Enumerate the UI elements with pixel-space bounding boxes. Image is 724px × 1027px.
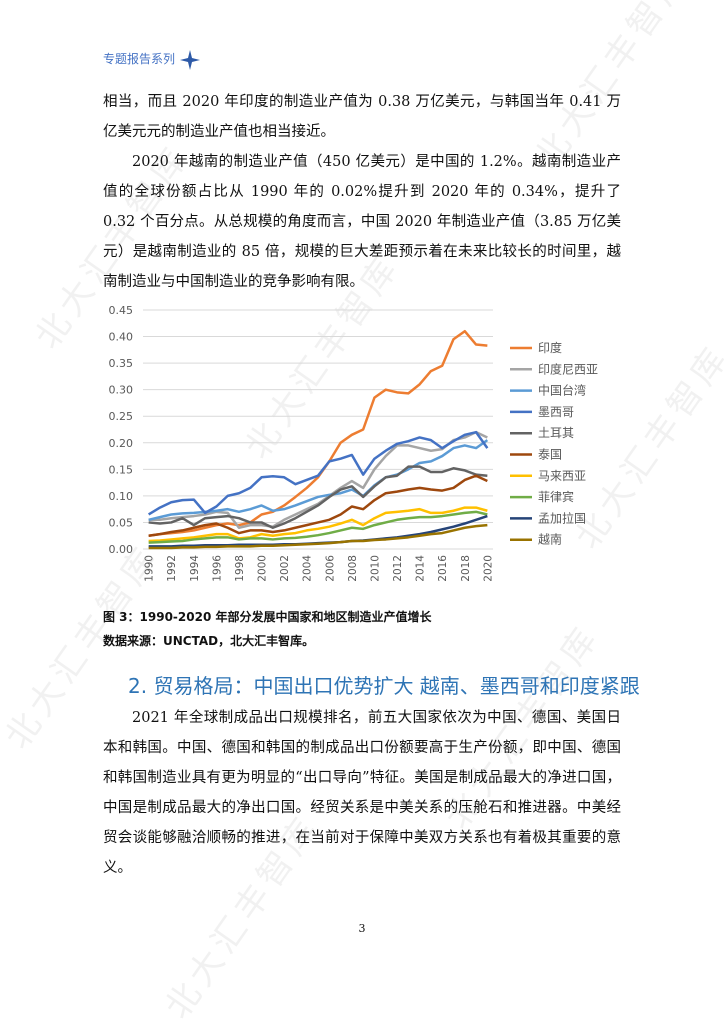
legend-label: 马来西亚 [538,469,586,483]
section-heading: 2. 贸易格局：中国出口优势扩大 越南、墨西哥和印度紧跟 [128,674,640,698]
x-tick-label: 2016 [437,555,449,582]
y-tick-label: 0.00 [109,543,134,556]
x-tick-label: 2020 [482,555,494,582]
legend-label: 印度尼西亚 [538,361,598,376]
figure-caption: 图 3：1990-2020 年部分发展中国家和地区制造业产值增长 [103,610,432,624]
chart: 0.00 0.05 0.10 0.15 0.20 0.25 0.30 0.35 0.40 0.45… [109,304,599,582]
legend-label: 土耳其 [538,426,574,440]
page-number: 3 [358,922,366,935]
legend-label: 印度 [538,340,562,355]
x-tick-label: 1990 [144,555,156,582]
y-tick-label: 0.20 [109,437,134,450]
legend-label: 墨西哥 [538,405,574,419]
x-tick-label: 2002 [279,555,291,582]
x-tick-label: 1996 [211,555,223,582]
y-tick-label: 0.40 [109,331,134,344]
y-tick-label: 0.45 [109,304,134,317]
y-tick-label: 0.30 [109,384,134,397]
paragraph: 2021 年全球制成品出口规模排名，前五大国家依次为中国、德国、美国日本和韩国。… [103,710,621,876]
y-tick-label: 0.15 [109,463,134,476]
series-line [148,329,488,537]
series-line [148,510,488,544]
y-tick-label: 0.25 [109,410,134,423]
x-tick-label: 2014 [415,555,427,582]
y-tick-label: 0.05 [109,516,134,529]
x-tick-label: 2018 [460,555,472,582]
y-tick-label: 0.35 [109,357,134,370]
legend-label: 菲律宾 [538,489,574,504]
series-line [148,506,488,543]
paragraph: 相当，而且 2020 年印度的制造业产值为 0.38 万亿美元，与韩国当年 0.… [103,94,621,140]
series-line [148,465,488,530]
legend-label: 孟加拉国 [538,510,586,525]
series-line [148,474,488,537]
paragraph: 2020 年越南的制造业产值（450 亿美元）是中国的 1.2%。越南制造业产值… [103,154,621,290]
header-star [180,50,200,70]
header-title: 专题报告系列 [103,52,176,66]
x-tick-label: 2004 [302,555,314,582]
legend-label: 越南 [538,532,562,547]
legend-label: 泰国 [538,448,562,462]
series-line [147,430,489,516]
series-line [148,430,488,530]
series-line [148,523,488,550]
y-tick-label: 0.10 [109,490,134,503]
figure-source: 数据来源：UNCTAD，北大汇丰智库。 [103,634,315,648]
legend-label: 中国台湾 [538,383,586,398]
x-tick-label: 2000 [257,555,269,582]
x-tick-label: 2006 [324,555,336,582]
x-tick-label: 2008 [347,555,359,582]
x-tick-label: 1992 [166,555,178,582]
x-tick-label: 2012 [392,555,404,582]
x-tick-label: 1994 [189,555,201,582]
x-tick-label: 1998 [234,555,246,582]
x-tick-label: 2010 [369,555,381,582]
